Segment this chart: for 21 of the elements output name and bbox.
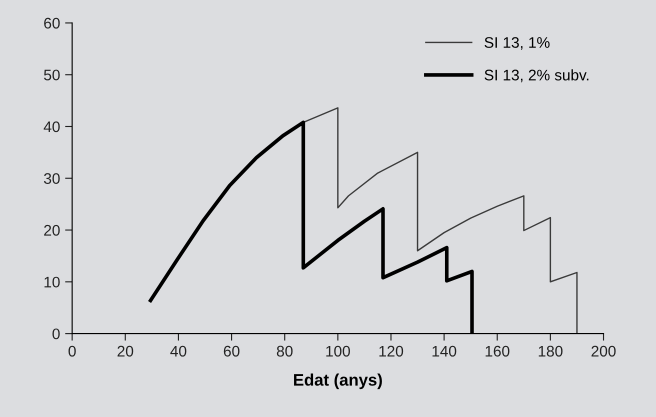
x-tick-label: 40 xyxy=(170,346,186,357)
x-tick-label: 200 xyxy=(592,346,616,357)
x-tick-label: 140 xyxy=(432,346,456,357)
y-tick-label: 0 xyxy=(52,328,60,340)
x-axis-title: Edat (anys) xyxy=(294,374,382,390)
y-tick-label: 60 xyxy=(44,18,60,29)
legend-label: SI 13, 2% subv. xyxy=(484,69,588,82)
y-tick-label: 50 xyxy=(44,70,60,80)
x-tick-label: 0 xyxy=(68,346,76,357)
x-tick-label: 100 xyxy=(326,346,350,357)
x-tick-label: 160 xyxy=(486,346,510,357)
x-tick-label: 80 xyxy=(276,346,293,357)
y-tick-label: 20 xyxy=(44,224,60,236)
y-tick-label: 30 xyxy=(44,173,60,184)
legend-label: SI 13, 1% xyxy=(484,37,550,50)
x-tick-label: 20 xyxy=(118,346,134,357)
x-tick-label: 120 xyxy=(379,346,404,357)
x-tick-label: 60 xyxy=(224,346,240,357)
y-tick-label: 10 xyxy=(44,276,60,288)
y-tick-label: 40 xyxy=(44,121,60,132)
x-tick-label: 180 xyxy=(538,346,563,357)
